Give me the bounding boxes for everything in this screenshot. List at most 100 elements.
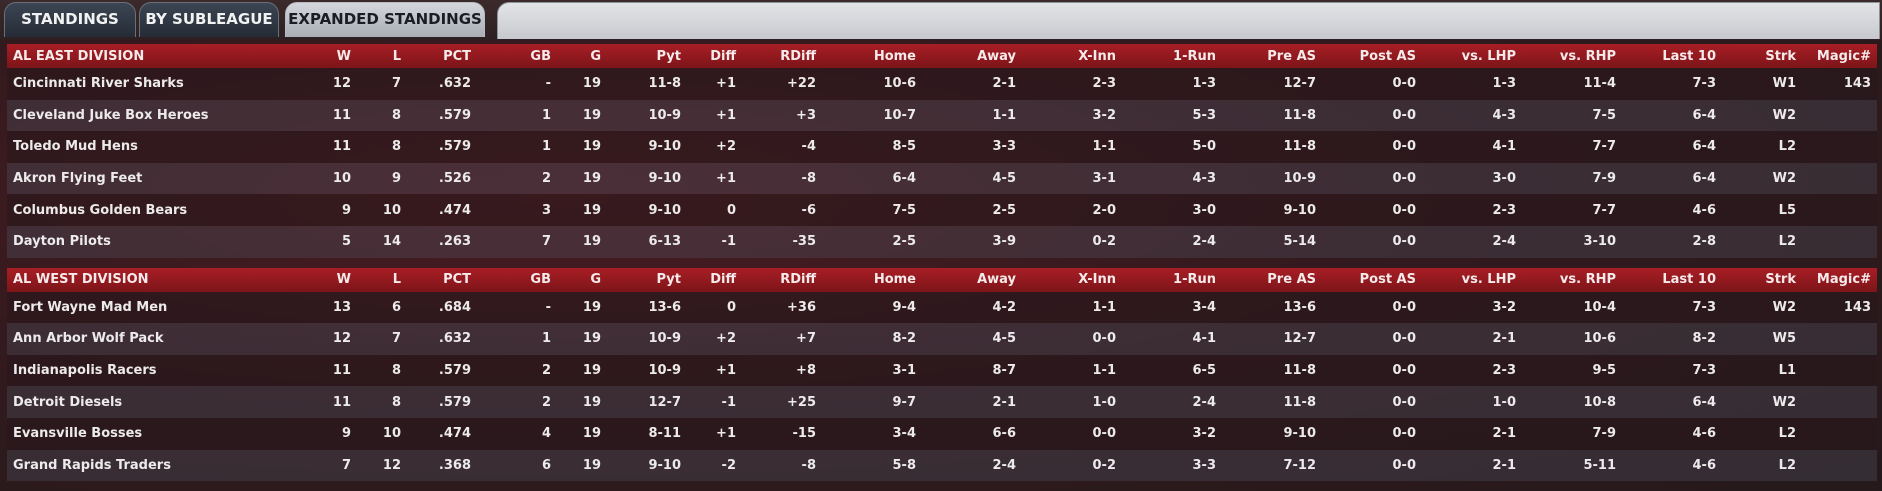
team-name[interactable]: Fort Wayne Mad Men — [7, 291, 307, 324]
cell-diff: 0 — [687, 194, 742, 226]
column-header-gb[interactable]: GB — [477, 44, 557, 68]
column-header-g[interactable]: G — [557, 44, 607, 68]
column-header-l[interactable]: L — [357, 267, 407, 292]
column-header-diff[interactable]: Diff — [687, 44, 742, 68]
column-header-rdiff[interactable]: RDiff — [742, 267, 822, 292]
column-header-1-run[interactable]: 1-Run — [1122, 44, 1222, 68]
team-name[interactable]: Cincinnati River Sharks — [7, 68, 307, 100]
column-header-last-10[interactable]: Last 10 — [1622, 267, 1722, 292]
column-header-strk[interactable]: Strk — [1722, 44, 1802, 68]
cell-strk: W5 — [1722, 323, 1802, 355]
column-header-pct[interactable]: PCT — [407, 44, 477, 68]
column-header-rdiff[interactable]: RDiff — [742, 44, 822, 68]
team-row[interactable]: Dayton Pilots 5 14.263 7 19 6-13 -1 -35 2-5 3-9 0-… — [7, 225, 1877, 258]
cell-vs-rhp: 11-4 — [1522, 68, 1622, 100]
cell-1-run: 4-1 — [1122, 323, 1222, 355]
team-name[interactable]: Detroit Diesels — [7, 386, 307, 418]
cell-diff: 0 — [687, 291, 742, 324]
cell-vs-lhp: 2-3 — [1422, 194, 1522, 226]
cell-x-inn: 1-0 — [1022, 386, 1122, 418]
cell-away: 6-6 — [922, 417, 1022, 450]
cell-pyt: 9-10 — [607, 449, 687, 482]
column-header-g[interactable]: G — [557, 267, 607, 292]
cell-pct: .263 — [407, 225, 477, 258]
team-name[interactable]: Cleveland Juke Box Heroes — [7, 99, 307, 132]
team-row[interactable]: Akron Flying Feet 10 9.526 2 19 9-10 +1 -8 6-4 4-… — [7, 162, 1877, 195]
team-name[interactable]: Evansville Bosses — [7, 417, 307, 450]
column-header-pre-as[interactable]: Pre AS — [1222, 267, 1322, 292]
cell-g: 19 — [557, 225, 607, 258]
column-header-1-run[interactable]: 1-Run — [1122, 267, 1222, 292]
team-name[interactable]: Dayton Pilots — [7, 225, 307, 258]
column-header-pyt[interactable]: Pyt — [607, 267, 687, 292]
column-header-post-as[interactable]: Post AS — [1322, 267, 1422, 292]
column-header-w[interactable]: W — [307, 44, 357, 68]
cell-post-as: 0-0 — [1322, 354, 1422, 387]
column-header-magic[interactable]: Magic# — [1802, 267, 1877, 292]
team-row[interactable]: Evansville Bosses 9 10.474 4 19 8-11 +1 -15 3-4 6… — [7, 417, 1877, 450]
cell-gb: 4 — [477, 417, 557, 450]
cell-pyt: 10-9 — [607, 354, 687, 387]
column-header-gb[interactable]: GB — [477, 267, 557, 292]
cell-1-run: 5-3 — [1122, 99, 1222, 132]
cell-strk: W2 — [1722, 386, 1802, 418]
column-header-w[interactable]: W — [307, 267, 357, 292]
team-row[interactable]: Ann Arbor Wolf Pack 12 7.632 1 19 10-9 +2 +7 8-2… — [7, 323, 1877, 355]
column-header-diff[interactable]: Diff — [687, 267, 742, 292]
column-header-away[interactable]: Away — [922, 44, 1022, 68]
cell-away: 3-9 — [922, 225, 1022, 258]
cell-w: 7 — [307, 449, 357, 482]
team-row[interactable]: Fort Wayne Mad Men 13 6.684-19 13-6 0 +36 9-4 4… — [7, 291, 1877, 324]
team-row[interactable]: Grand Rapids Traders 7 12.368 6 19 9-10 -2 -8 5-… — [7, 449, 1877, 482]
team-name[interactable]: Toledo Mud Hens — [7, 131, 307, 163]
team-row[interactable]: Toledo Mud Hens 11 8.579 1 19 9-10 +2 -4 8-5 3-3 1… — [7, 131, 1877, 163]
column-header-x-inn[interactable]: X-Inn — [1022, 267, 1122, 292]
cell-away: 2-1 — [922, 386, 1022, 418]
column-header-magic[interactable]: Magic# — [1802, 44, 1877, 68]
column-header-vs-lhp[interactable]: vs. LHP — [1422, 267, 1522, 292]
cell-pre-as: 13-6 — [1222, 291, 1322, 324]
team-row[interactable]: Detroit Diesels 11 8.579 2 19 12-7 -1 +25 9-7 2-1… — [7, 386, 1877, 418]
column-header-away[interactable]: Away — [922, 267, 1022, 292]
team-name[interactable]: Columbus Golden Bears — [7, 194, 307, 226]
team-row[interactable]: Columbus Golden Bears 9 10.474 3 19 9-10 0 -6 7-… — [7, 194, 1877, 226]
column-header-pct[interactable]: PCT — [407, 267, 477, 292]
cell-g: 19 — [557, 131, 607, 163]
tab-expanded-standings[interactable]: EXPANDED STANDINGS — [285, 2, 485, 37]
cell-pct: .579 — [407, 131, 477, 163]
cell-away: 2-1 — [922, 68, 1022, 100]
standings-panel: AL EAST DIVISION W L PCT GB G Pyt Diff RDiff Home… — [7, 44, 1877, 487]
cell-l: 10 — [357, 417, 407, 450]
team-row[interactable]: Cincinnati River Sharks 12 7.632-19 11-8 +1 +… — [7, 68, 1877, 100]
column-header-pyt[interactable]: Pyt — [607, 44, 687, 68]
team-row[interactable]: Indianapolis Racers 11 8.579 2 19 10-9 +1 +8 3-1… — [7, 354, 1877, 387]
cell-post-as: 0-0 — [1322, 323, 1422, 355]
team-name[interactable]: Grand Rapids Traders — [7, 449, 307, 482]
cell-vs-rhp: 7-5 — [1522, 99, 1622, 132]
cell-w: 11 — [307, 386, 357, 418]
cell-x-inn: 2-0 — [1022, 194, 1122, 226]
cell-away: 2-5 — [922, 194, 1022, 226]
column-header-post-as[interactable]: Post AS — [1322, 44, 1422, 68]
team-name[interactable]: Akron Flying Feet — [7, 162, 307, 195]
column-header-vs-lhp[interactable]: vs. LHP — [1422, 44, 1522, 68]
team-row[interactable]: Cleveland Juke Box Heroes 11 8.579 1 19 10-9 +… — [7, 99, 1877, 132]
column-header-pre-as[interactable]: Pre AS — [1222, 44, 1322, 68]
column-header-last-10[interactable]: Last 10 — [1622, 44, 1722, 68]
column-header-home[interactable]: Home — [822, 44, 922, 68]
team-name[interactable]: Indianapolis Racers — [7, 354, 307, 387]
column-header-vs-rhp[interactable]: vs. RHP — [1522, 44, 1622, 68]
cell-1-run: 1-3 — [1122, 68, 1222, 100]
tab-by-subleague[interactable]: BY SUBLEAGUE — [139, 2, 279, 37]
column-header-vs-rhp[interactable]: vs. RHP — [1522, 267, 1622, 292]
column-header-x-inn[interactable]: X-Inn — [1022, 44, 1122, 68]
team-name[interactable]: Ann Arbor Wolf Pack — [7, 323, 307, 355]
tab-standings[interactable]: STANDINGS — [4, 2, 136, 37]
column-header-home[interactable]: Home — [822, 267, 922, 292]
column-header-l[interactable]: L — [357, 44, 407, 68]
cell-vs-rhp: 10-8 — [1522, 386, 1622, 418]
cell-l: 8 — [357, 386, 407, 418]
cell-l: 7 — [357, 68, 407, 100]
cell-g: 19 — [557, 68, 607, 100]
column-header-strk[interactable]: Strk — [1722, 267, 1802, 292]
